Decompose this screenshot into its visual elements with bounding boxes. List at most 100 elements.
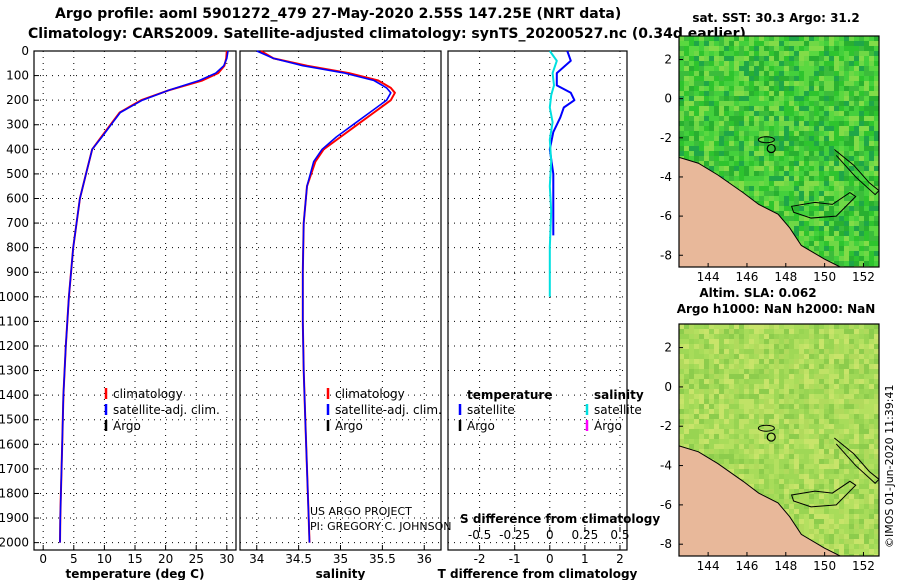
map-cell bbox=[834, 106, 839, 111]
map-cell bbox=[769, 374, 774, 379]
map-cell bbox=[704, 81, 709, 86]
map-cell bbox=[809, 449, 814, 454]
map-cell bbox=[764, 46, 769, 51]
map-cell bbox=[799, 509, 804, 514]
map-cell bbox=[799, 384, 804, 389]
map-cell bbox=[689, 81, 694, 86]
map-cell bbox=[849, 226, 854, 231]
map-cell bbox=[794, 489, 799, 494]
map-cell bbox=[859, 246, 864, 251]
map-cell bbox=[734, 399, 739, 404]
map-cell bbox=[749, 76, 754, 81]
map-cell bbox=[849, 151, 854, 156]
map-cell bbox=[839, 519, 844, 524]
map-cell bbox=[759, 324, 764, 329]
map-cell bbox=[699, 399, 704, 404]
map-cell bbox=[869, 424, 874, 429]
map-cell bbox=[829, 231, 834, 236]
map-cell bbox=[759, 359, 764, 364]
map-cell bbox=[809, 61, 814, 66]
map-cell bbox=[844, 474, 849, 479]
map-cell bbox=[779, 101, 784, 106]
map-cell bbox=[734, 364, 739, 369]
map-cell bbox=[699, 61, 704, 66]
map-cell bbox=[709, 354, 714, 359]
map-cell bbox=[744, 171, 749, 176]
map-cell bbox=[739, 171, 744, 176]
map-cell bbox=[754, 166, 759, 171]
map-cell bbox=[824, 404, 829, 409]
map-cell bbox=[684, 369, 689, 374]
map-cell bbox=[709, 439, 714, 444]
map-cell bbox=[684, 414, 689, 419]
map-cell bbox=[794, 404, 799, 409]
map-cell bbox=[814, 359, 819, 364]
map-cell bbox=[724, 379, 729, 384]
map-cell bbox=[774, 191, 779, 196]
map-cell bbox=[729, 399, 734, 404]
map-cell bbox=[809, 71, 814, 76]
map-cell bbox=[709, 151, 714, 156]
map-cell bbox=[769, 459, 774, 464]
map-cell bbox=[869, 414, 874, 419]
map-cell bbox=[854, 399, 859, 404]
map-cell bbox=[779, 56, 784, 61]
map-cell bbox=[699, 384, 704, 389]
map-cell bbox=[779, 161, 784, 166]
map-cell bbox=[864, 549, 869, 554]
map-cell bbox=[734, 91, 739, 96]
map-cell bbox=[714, 66, 719, 71]
map-cell bbox=[784, 61, 789, 66]
map-cell bbox=[869, 216, 874, 221]
map-cell bbox=[809, 46, 814, 51]
map-cell bbox=[779, 171, 784, 176]
map-cell bbox=[854, 359, 859, 364]
map-cell bbox=[854, 344, 859, 349]
map-cell bbox=[839, 181, 844, 186]
map-cell bbox=[799, 464, 804, 469]
map-cell bbox=[789, 429, 794, 434]
map-cell bbox=[814, 514, 819, 519]
map-cell bbox=[839, 464, 844, 469]
map-cell bbox=[744, 379, 749, 384]
map-cell bbox=[839, 251, 844, 256]
map-cell bbox=[834, 459, 839, 464]
y-tick-label: 600 bbox=[6, 191, 29, 205]
map-cell bbox=[714, 146, 719, 151]
map-cell bbox=[719, 166, 724, 171]
map-cell bbox=[804, 499, 809, 504]
map-cell bbox=[839, 56, 844, 61]
map-cell bbox=[809, 186, 814, 191]
map-cell bbox=[859, 359, 864, 364]
map-cell bbox=[784, 484, 789, 489]
map-cell bbox=[859, 181, 864, 186]
map-cell bbox=[739, 434, 744, 439]
map-cell bbox=[754, 379, 759, 384]
map-cell bbox=[789, 41, 794, 46]
map-cell bbox=[699, 374, 704, 379]
map-cell bbox=[749, 334, 754, 339]
map-cell bbox=[794, 206, 799, 211]
map-cell bbox=[849, 394, 854, 399]
map-cell bbox=[694, 384, 699, 389]
map-cell bbox=[699, 414, 704, 419]
map-cell bbox=[804, 529, 809, 534]
map-cell bbox=[804, 359, 809, 364]
map-cell bbox=[784, 394, 789, 399]
map-cell bbox=[724, 96, 729, 101]
map-cell bbox=[799, 399, 804, 404]
map-cell bbox=[839, 399, 844, 404]
map-cell bbox=[789, 409, 794, 414]
map-cell bbox=[769, 324, 774, 329]
map-cell bbox=[799, 474, 804, 479]
map-cell bbox=[774, 56, 779, 61]
map-cell bbox=[694, 101, 699, 106]
map-cell bbox=[719, 96, 724, 101]
map-cell bbox=[789, 369, 794, 374]
map-cell bbox=[774, 126, 779, 131]
map-cell bbox=[859, 51, 864, 56]
map-cell bbox=[684, 46, 689, 51]
map-cell bbox=[719, 36, 724, 41]
map-cell bbox=[864, 81, 869, 86]
